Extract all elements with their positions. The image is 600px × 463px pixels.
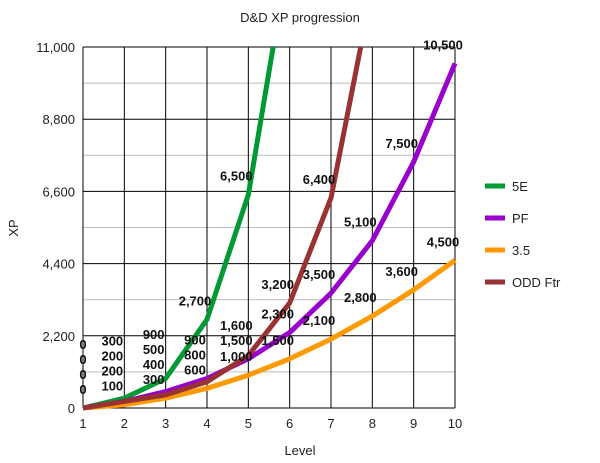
legend: 5E PF 3.5 ODD Ftr bbox=[485, 179, 561, 290]
data-labels: 00001002002003003004005009006008009002,7… bbox=[79, 37, 463, 397]
legend-label: 5E bbox=[512, 179, 528, 194]
data-label: 6,400 bbox=[303, 172, 336, 187]
data-label: 200 bbox=[101, 349, 123, 364]
x-tick-label: 4 bbox=[203, 416, 210, 431]
series-line-pf bbox=[82, 62, 458, 411]
data-label: 7,500 bbox=[385, 136, 418, 151]
data-label: 600 bbox=[184, 362, 206, 377]
y-tick-label: 0 bbox=[68, 401, 75, 416]
x-tick-label: 10 bbox=[448, 416, 462, 431]
x-tick-label: 6 bbox=[286, 416, 293, 431]
x-tick-label: 9 bbox=[410, 416, 417, 431]
data-label: 500 bbox=[143, 342, 165, 357]
data-label: 3,500 bbox=[303, 267, 336, 282]
x-tick-label: 3 bbox=[162, 416, 169, 431]
data-label: 2,700 bbox=[179, 293, 212, 308]
y-tick-label: 6,600 bbox=[42, 184, 75, 199]
data-label: 5,100 bbox=[344, 215, 377, 230]
data-label: 0 bbox=[79, 352, 86, 367]
legend-label: 3.5 bbox=[512, 243, 530, 258]
data-label: 900 bbox=[184, 332, 206, 347]
data-label: 0 bbox=[79, 337, 86, 352]
data-label: 800 bbox=[184, 347, 206, 362]
y-tick-label: 2,200 bbox=[42, 329, 75, 344]
data-label: 300 bbox=[101, 334, 123, 349]
x-tick-label: 5 bbox=[245, 416, 252, 431]
series-line-odd-ftr bbox=[82, 47, 364, 411]
data-label: 0 bbox=[79, 367, 86, 382]
data-label: 3,600 bbox=[385, 264, 418, 279]
data-label: 200 bbox=[101, 364, 123, 379]
data-label: 400 bbox=[143, 357, 165, 372]
tick-labels: 0 2,200 4,400 6,600 8,800 11,000 1 2 3 4 5 6 7 8 9 10 bbox=[36, 40, 462, 431]
data-label: 900 bbox=[143, 327, 165, 342]
data-label: 1,000 bbox=[220, 349, 253, 364]
data-label: 2,100 bbox=[303, 313, 336, 328]
y-tick-label: 4,400 bbox=[42, 257, 75, 272]
series-line-3-5 bbox=[82, 258, 457, 411]
data-label: 1,500 bbox=[261, 333, 294, 348]
y-tick-label: 8,800 bbox=[42, 112, 75, 127]
data-label: 100 bbox=[101, 379, 123, 394]
data-label: 1,600 bbox=[220, 318, 253, 333]
data-label: 6,500 bbox=[220, 169, 253, 184]
data-label: 1,500 bbox=[220, 333, 253, 348]
y-axis-label: XP bbox=[6, 219, 21, 236]
chart-title: D&D XP progression bbox=[240, 10, 360, 25]
series-lines bbox=[82, 47, 458, 411]
x-tick-label: 2 bbox=[121, 416, 128, 431]
data-label: 3,200 bbox=[261, 277, 294, 292]
gridlines bbox=[82, 46, 456, 409]
x-axis-label: Level bbox=[284, 443, 315, 458]
data-label: 2,300 bbox=[261, 307, 294, 322]
data-label: 4,500 bbox=[427, 234, 460, 249]
x-tick-label: 1 bbox=[79, 416, 86, 431]
x-tick-label: 8 bbox=[369, 416, 376, 431]
series-line-5e bbox=[82, 47, 276, 411]
legend-label: PF bbox=[512, 211, 529, 226]
data-label: 2,800 bbox=[344, 290, 377, 305]
y-tick-label: 11,000 bbox=[36, 40, 75, 55]
data-label: 0 bbox=[79, 382, 86, 397]
x-tick-label: 7 bbox=[327, 416, 334, 431]
data-label: 300 bbox=[143, 372, 165, 387]
legend-label: ODD Ftr bbox=[512, 275, 561, 290]
data-label: 10,500 bbox=[423, 37, 463, 52]
